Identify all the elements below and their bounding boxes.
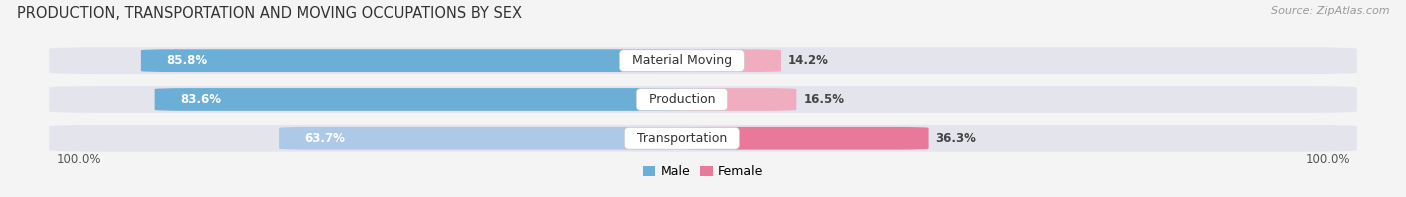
Text: 14.2%: 14.2%	[787, 54, 830, 67]
Text: 36.3%: 36.3%	[935, 132, 976, 145]
FancyBboxPatch shape	[141, 49, 686, 72]
Legend: Male, Female: Male, Female	[638, 160, 768, 183]
Text: Material Moving: Material Moving	[624, 54, 740, 67]
Text: Transportation: Transportation	[628, 132, 735, 145]
FancyBboxPatch shape	[155, 88, 686, 111]
Text: Source: ZipAtlas.com: Source: ZipAtlas.com	[1271, 6, 1389, 16]
Text: 83.6%: 83.6%	[180, 93, 221, 106]
FancyBboxPatch shape	[280, 127, 686, 150]
Text: 16.5%: 16.5%	[803, 93, 845, 106]
Text: 85.8%: 85.8%	[166, 54, 207, 67]
FancyBboxPatch shape	[49, 125, 1357, 152]
Text: 63.7%: 63.7%	[305, 132, 346, 145]
Text: PRODUCTION, TRANSPORTATION AND MOVING OCCUPATIONS BY SEX: PRODUCTION, TRANSPORTATION AND MOVING OC…	[17, 6, 522, 21]
Text: Production: Production	[641, 93, 723, 106]
FancyBboxPatch shape	[49, 47, 1357, 74]
Text: 100.0%: 100.0%	[1305, 153, 1350, 166]
FancyBboxPatch shape	[678, 127, 928, 150]
FancyBboxPatch shape	[678, 88, 796, 111]
FancyBboxPatch shape	[49, 86, 1357, 113]
FancyBboxPatch shape	[678, 49, 780, 72]
Text: 100.0%: 100.0%	[56, 153, 101, 166]
